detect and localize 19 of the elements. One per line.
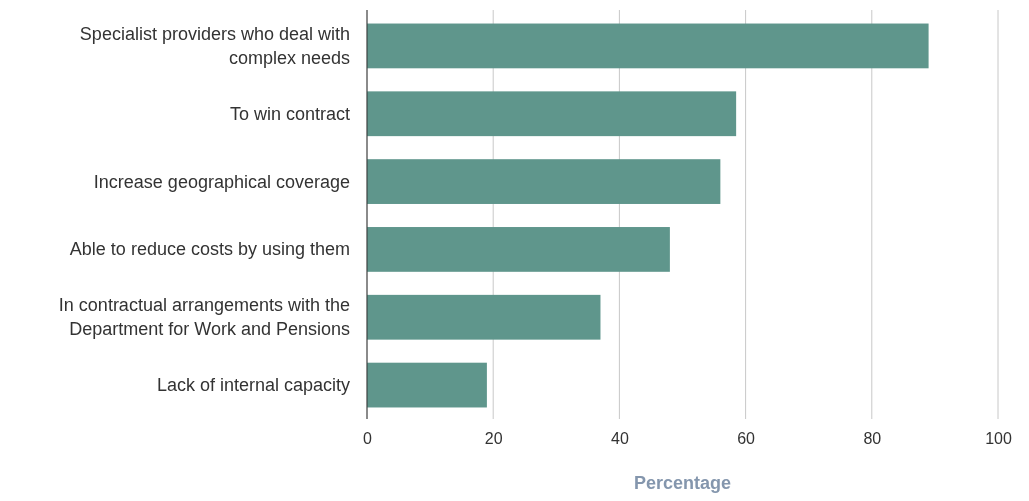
bar bbox=[367, 159, 721, 204]
bar bbox=[367, 23, 929, 69]
bar bbox=[367, 362, 487, 408]
y-tick-label: Specialist providers who deal with complex needs bbox=[79, 23, 350, 68]
bar bbox=[367, 294, 601, 340]
x-tick-label: 80 bbox=[863, 430, 882, 448]
bar bbox=[367, 227, 670, 272]
x-tick-label: 60 bbox=[737, 430, 756, 448]
y-tick-label: Able to reduce costs by using them bbox=[69, 239, 350, 260]
y-tick-label: To win contract bbox=[229, 103, 350, 124]
bar bbox=[367, 91, 737, 137]
x-tick-label: 40 bbox=[611, 430, 629, 448]
x-axis-title: Percentage bbox=[633, 473, 732, 493]
y-tick-label: Lack of internal capacity bbox=[156, 375, 350, 396]
x-tick-label: 0 bbox=[363, 430, 373, 448]
x-tick-label: 100 bbox=[985, 430, 1012, 448]
y-tick-label: In contractual arrangements with the Department for Work and Pensions bbox=[58, 295, 350, 340]
y-tick-label: Increase geographical coverage bbox=[93, 171, 350, 192]
x-tick-label: 20 bbox=[484, 430, 503, 448]
